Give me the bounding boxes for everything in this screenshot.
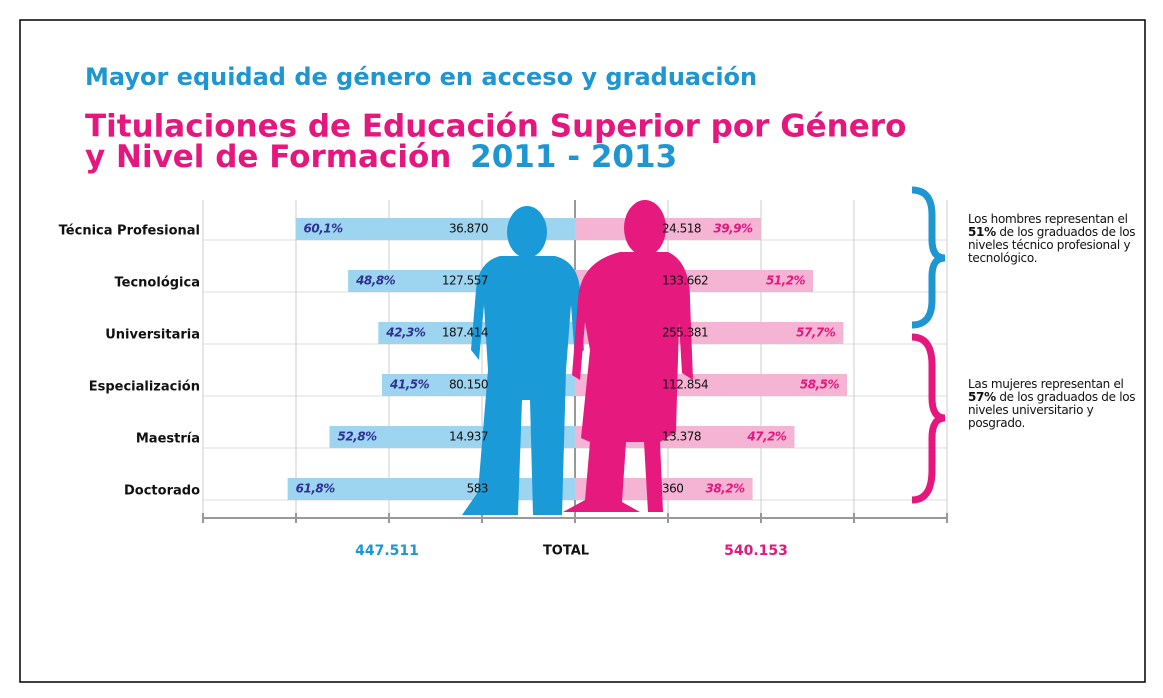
man — [462, 256, 584, 515]
total-label: TOTAL — [543, 544, 589, 559]
annotation-text: Los hombres representan el — [968, 212, 1128, 226]
value-label: 61,8% — [296, 482, 336, 496]
value-label: 39,9% — [713, 222, 753, 236]
labels: Técnica Profesional Tecnológica Universita… — [59, 222, 840, 560]
woman-head — [624, 200, 666, 256]
grid — [202, 200, 948, 523]
count-label: 583 — [467, 482, 488, 496]
value-label: 47,2% — [746, 430, 787, 444]
value-label: 48,8% — [355, 274, 396, 288]
value-label: 41,5% — [389, 378, 430, 392]
count-label: 255.381 — [662, 326, 708, 340]
woman — [563, 252, 693, 512]
value-label: 52,8% — [337, 430, 377, 444]
annotation: Las mujeres representan el 57% de los gr… — [968, 378, 1148, 430]
count-label: 127.557 — [442, 274, 488, 288]
bars — [287, 218, 848, 500]
annotation-bold: 51% — [968, 225, 996, 239]
count-label: 24.518 — [662, 222, 701, 236]
value-label: 57,7% — [796, 326, 836, 340]
count-label: 187.414 — [442, 326, 488, 340]
years: 2011 - 2013 — [470, 139, 677, 175]
category-label: Técnica Profesional — [59, 224, 200, 239]
value-label: 42,3% — [385, 326, 426, 340]
count-label: 13.378 — [662, 430, 701, 444]
value-label: 60,1% — [304, 222, 344, 236]
bar — [295, 218, 575, 240]
category-label: Doctorado — [124, 484, 200, 499]
brace-men — [911, 186, 946, 329]
value-label: 58,5% — [800, 378, 840, 392]
count-label: 112.854 — [662, 378, 708, 392]
count-label: 80.150 — [449, 378, 488, 392]
annotation-bold: 57% — [968, 390, 996, 404]
subtitle: Mayor equidad de género en acceso y grad… — [85, 63, 757, 91]
bar — [575, 218, 761, 240]
title: y Nivel de Formación — [85, 139, 451, 175]
category-label: Tecnológica — [115, 276, 200, 291]
annotation: Los hombres representan el 51% de los gr… — [968, 213, 1148, 265]
category-label: Maestría — [136, 432, 200, 447]
total-left: 447.511 — [355, 543, 419, 559]
annotation-text: de los graduados de los niveles técnico … — [968, 225, 1136, 265]
count-label: 360 — [662, 482, 683, 496]
value-label: 51,2% — [766, 274, 806, 288]
frame — [19, 19, 1146, 683]
count-label: 36.870 — [449, 222, 488, 236]
annotation-text: Las mujeres representan el — [968, 377, 1124, 391]
category-label: Especialización — [89, 380, 200, 395]
title: y Nivel de Formación 2011 - 2013 — [85, 139, 677, 175]
count-label: 14.937 — [449, 430, 488, 444]
brace-women — [911, 333, 946, 504]
category-label: Universitaria — [105, 328, 200, 343]
total-right: 540.153 — [724, 543, 788, 559]
annotation-text: de los graduados de los niveles universi… — [968, 390, 1136, 430]
title: Titulaciones de Educación Superior por G… — [85, 109, 906, 145]
count-label: 133.662 — [662, 274, 708, 288]
value-label: 38,2% — [705, 482, 745, 496]
silhouettes — [462, 200, 693, 515]
man-head — [507, 206, 547, 258]
